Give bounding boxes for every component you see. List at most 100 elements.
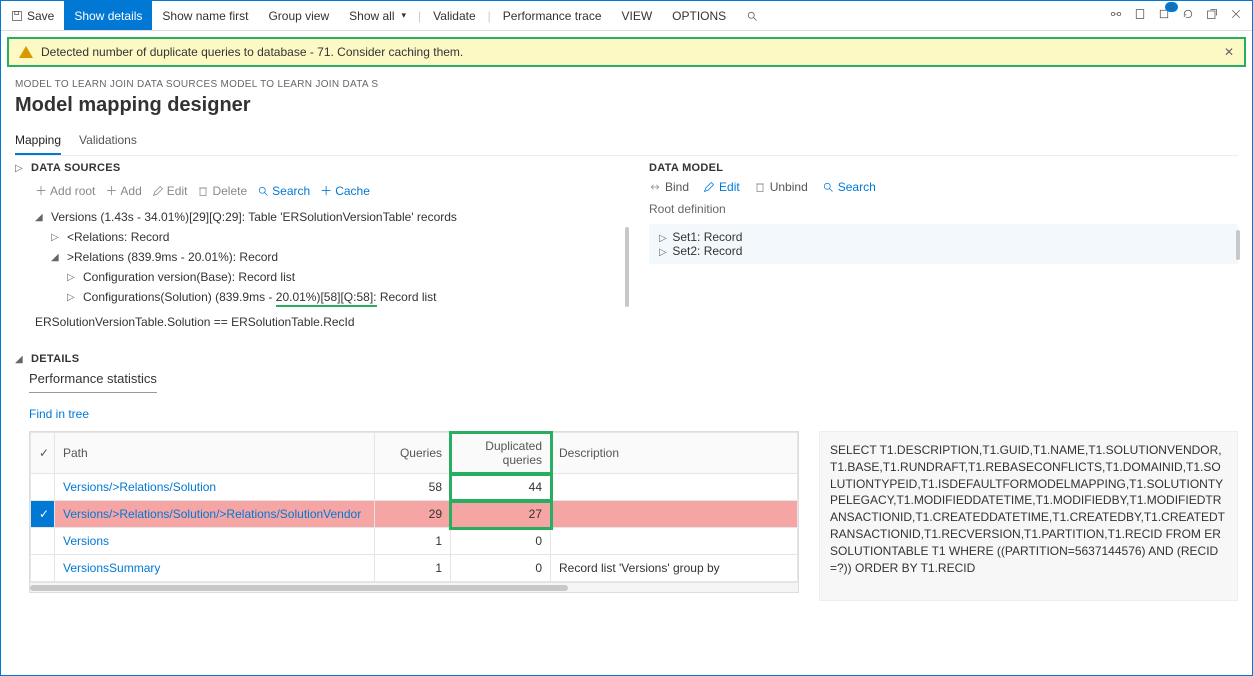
table-row[interactable]: ✓ Versions/>Relations/Solution/>Relation…: [31, 501, 798, 528]
chevron-down-icon[interactable]: ◢: [35, 212, 45, 223]
tree-scrollbar[interactable]: [625, 227, 629, 307]
dm-node-set1-label: Set1: Record: [672, 230, 742, 244]
root-definition-label: Root definition: [649, 202, 1238, 216]
cell-path[interactable]: Versions/>Relations/Solution: [55, 474, 375, 501]
cache-label: Cache: [335, 184, 370, 198]
warning-close-button[interactable]: ✕: [1224, 45, 1234, 59]
data-sources-collapse[interactable]: ▷: [15, 163, 25, 174]
table-row[interactable]: Versions/>Relations/Solution 58 44: [31, 474, 798, 501]
cell-dup-queries: 0: [451, 528, 551, 555]
chevron-right-icon[interactable]: ▷: [659, 233, 669, 244]
search-icon: [746, 10, 758, 22]
dm-search-button[interactable]: Search: [822, 180, 876, 194]
show-name-first-button[interactable]: Show name first: [152, 1, 258, 30]
refresh-icon[interactable]: [1182, 8, 1194, 23]
warning-banner: Detected number of duplicate queries to …: [7, 37, 1246, 67]
show-name-first-label: Show name first: [162, 9, 248, 23]
warning-icon: [19, 46, 33, 58]
add-button[interactable]: ＋Add: [105, 182, 141, 199]
tree-node-versions-label: Versions (1.43s - 34.01%)[29][Q:29]: Tab…: [51, 210, 457, 224]
cell-dup-queries: 0: [451, 555, 551, 582]
show-details-button[interactable]: Show details: [64, 1, 152, 30]
data-sources-heading: DATA SOURCES: [31, 162, 121, 174]
tree-node-relations-gt[interactable]: ◢ >Relations (839.9ms - 20.01%): Record: [51, 247, 615, 267]
close-icon[interactable]: [1230, 8, 1242, 23]
details-collapse[interactable]: ◢: [15, 354, 25, 365]
tree-node-relations-gt-label: >Relations (839.9ms - 20.01%): Record: [67, 250, 278, 264]
performance-trace-button[interactable]: Performance trace: [493, 1, 612, 30]
bind-button[interactable]: Bind: [649, 180, 689, 194]
breadcrumb: MODEL TO LEARN JOIN DATA SOURCES MODEL T…: [15, 79, 1238, 90]
col-checkbox[interactable]: ✓: [31, 433, 55, 474]
attach-icon[interactable]: [1110, 8, 1122, 23]
ds-search-label: Search: [272, 184, 310, 198]
dm-node-set1[interactable]: ▷ Set1: Record: [659, 230, 1228, 244]
tab-validations[interactable]: Validations: [79, 127, 137, 155]
table-row[interactable]: VersionsSummary 1 0 Record list 'Version…: [31, 555, 798, 582]
data-model-heading: DATA MODEL: [649, 162, 1238, 174]
trash-icon: [754, 181, 766, 193]
view-menu[interactable]: VIEW: [612, 1, 663, 30]
tree-node-config-base[interactable]: ▷ Configuration version(Base): Record li…: [67, 267, 615, 287]
popout-icon[interactable]: [1206, 8, 1218, 23]
col-queries[interactable]: Queries: [375, 433, 451, 474]
tree-node-config-solution[interactable]: ▷ Configurations(Solution) (839.9ms - 20…: [67, 287, 615, 307]
row-marker[interactable]: [31, 474, 55, 501]
cell-path[interactable]: VersionsSummary: [55, 555, 375, 582]
tab-mapping-label: Mapping: [15, 133, 61, 147]
find-in-tree-link[interactable]: Find in tree: [29, 407, 89, 421]
cell-desc: Record list 'Versions' group by: [551, 555, 798, 582]
office-icon[interactable]: [1134, 8, 1146, 23]
dm-scrollbar[interactable]: [1236, 230, 1240, 260]
chevron-right-icon[interactable]: ▷: [51, 232, 61, 243]
dm-edit-button[interactable]: Edit: [703, 180, 740, 194]
add-root-button[interactable]: ＋Add root: [35, 182, 95, 199]
cell-path[interactable]: Versions/>Relations/Solution/>Relations/…: [55, 501, 375, 528]
chevron-down-icon[interactable]: ◢: [51, 252, 61, 263]
cell-desc: [551, 501, 798, 528]
tree-node-relations-lt[interactable]: ▷ <Relations: Record: [51, 227, 615, 247]
ds-search-button[interactable]: Search: [257, 182, 310, 199]
col-duplicated-queries[interactable]: Duplicated queries: [451, 433, 551, 474]
table-hscroll[interactable]: [30, 582, 798, 592]
add-root-label: Add root: [50, 184, 95, 198]
cell-path[interactable]: Versions: [55, 528, 375, 555]
bind-label: Bind: [665, 180, 689, 194]
notification-icon[interactable]: 0: [1158, 8, 1170, 23]
validate-button[interactable]: Validate: [423, 1, 485, 30]
delete-button[interactable]: Delete: [197, 182, 247, 199]
pencil-icon: [703, 181, 715, 193]
toolbar-search-button[interactable]: [736, 1, 768, 30]
group-view-button[interactable]: Group view: [258, 1, 339, 30]
config-sol-part-b: 20.01%)[58][Q:58]:: [276, 290, 377, 307]
row-marker[interactable]: ✓: [31, 501, 55, 528]
dm-node-set2[interactable]: ▷ Set2: Record: [659, 244, 1228, 258]
tab-validations-label: Validations: [79, 133, 137, 147]
chevron-right-icon[interactable]: ▷: [67, 272, 77, 283]
cell-queries: 29: [375, 501, 451, 528]
edit-label: Edit: [167, 184, 188, 198]
performance-trace-label: Performance trace: [503, 9, 602, 23]
row-marker[interactable]: [31, 555, 55, 582]
cache-button[interactable]: ＋Cache: [320, 182, 370, 199]
row-marker[interactable]: [31, 528, 55, 555]
show-details-label: Show details: [74, 9, 142, 23]
show-all-dropdown[interactable]: Show all: [339, 1, 416, 30]
col-path[interactable]: Path: [55, 433, 375, 474]
unbind-label: Unbind: [770, 180, 808, 194]
tabs: Mapping Validations: [15, 127, 1238, 156]
save-button[interactable]: Save: [1, 1, 64, 30]
chevron-right-icon[interactable]: ▷: [67, 292, 77, 303]
toolbar-divider: |: [416, 9, 423, 23]
col-description[interactable]: Description: [551, 433, 798, 474]
chevron-right-icon[interactable]: ▷: [659, 247, 669, 258]
table-row[interactable]: Versions 1 0: [31, 528, 798, 555]
unbind-button[interactable]: Unbind: [754, 180, 808, 194]
options-menu[interactable]: OPTIONS: [662, 1, 736, 30]
edit-button[interactable]: Edit: [152, 182, 188, 199]
tree-node-versions[interactable]: ◢ Versions (1.43s - 34.01%)[29][Q:29]: T…: [35, 207, 615, 227]
cell-dup-queries: 44: [451, 474, 551, 501]
options-label: OPTIONS: [672, 9, 726, 23]
tab-mapping[interactable]: Mapping: [15, 127, 61, 155]
top-toolbar: Save Show details Show name first Group …: [1, 1, 1252, 31]
